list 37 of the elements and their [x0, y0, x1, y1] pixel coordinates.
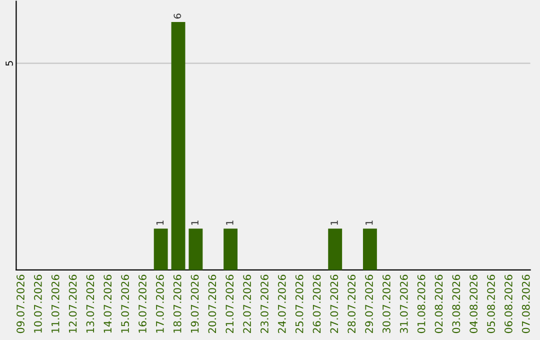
x-tick-label: 30.07.2026	[382, 274, 390, 333]
y-tick-label: 5	[6, 61, 13, 66]
x-tick-label: 28.07.2026	[348, 274, 356, 334]
x-tick-label: 12.07.2026	[68, 274, 77, 333]
x-tick-label: 31.07.2026	[400, 274, 408, 333]
x-tick-label: 01.08.2026	[417, 274, 426, 334]
data-label: 1	[330, 220, 338, 225]
x-tick-label: 17.07.2026	[156, 274, 164, 333]
x-tick-label: 13.07.2026	[86, 274, 94, 333]
x-tick-label: 15.07.2026	[121, 274, 130, 333]
data-label: 1	[156, 220, 164, 225]
data-label: 6	[174, 14, 182, 19]
x-tick-label: 27.07.2026	[330, 274, 338, 334]
x-tick-label: 18.07.2026	[173, 274, 182, 333]
x-tick-label: 23.07.2026	[260, 274, 268, 334]
x-tick-label: 26.07.2026	[312, 274, 321, 334]
x-tick-label: 04.08.2026	[470, 274, 478, 334]
x-tick-label: 05.08.2026	[487, 274, 495, 334]
x-tick-label: 09.07.2026	[16, 274, 24, 334]
x-tick-label: 21.07.2026	[226, 274, 234, 334]
x-tick-label: 22.07.2026	[243, 274, 251, 334]
x-tick-label: 25.07.2026	[295, 274, 304, 334]
x-tick-label: 19.07.2026	[190, 274, 199, 333]
data-label: 1	[366, 220, 373, 225]
x-tick-label: 29.07.2026	[365, 274, 373, 334]
x-tick-label: 07.08.2026	[522, 274, 530, 334]
x-tick-label: 03.08.2026	[452, 274, 460, 334]
x-tick-label: 11.07.2026	[51, 274, 60, 333]
x-tick-label: 16.07.2026	[138, 274, 146, 333]
x-tick-label: 24.07.2026	[278, 274, 286, 334]
x-tick-label: 20.07.2026	[208, 274, 216, 334]
x-tick-label: 10.07.2026	[34, 274, 42, 333]
x-tick-label: 14.07.2026	[104, 274, 112, 333]
x-tick-label: 06.08.2026	[504, 274, 512, 334]
data-label: 1	[191, 220, 198, 225]
x-tick-label: 02.08.2026	[434, 274, 443, 334]
data-label: 1	[226, 220, 234, 225]
